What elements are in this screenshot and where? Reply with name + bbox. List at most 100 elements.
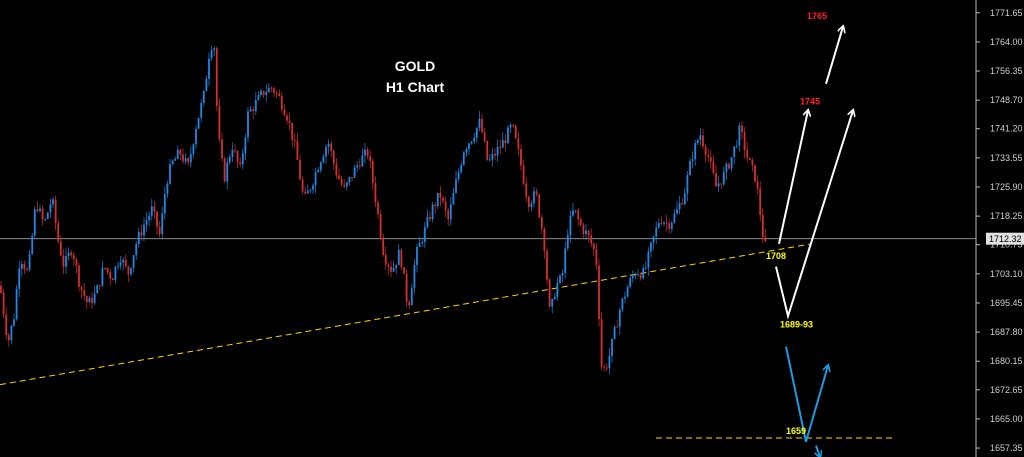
current-price-label: 1712.32 [989,234,1022,244]
candle-body [390,266,392,272]
candle-body [140,232,143,236]
candle-bull [93,286,96,306]
candle-body [236,151,239,163]
candle-bull [611,338,613,363]
candle-bear [660,215,663,226]
candle-body [738,125,741,146]
candle-body [663,222,665,224]
candle-bear [293,133,296,148]
candle-body [592,243,595,250]
candle-body [686,175,689,194]
price-tick-label: 1672.65 [990,385,1023,395]
candle-bull [353,164,356,179]
candle-body [309,189,312,191]
candle-bear [104,267,106,271]
candle-bear [429,211,431,222]
candle-body [655,227,658,237]
candle-bull [174,156,177,161]
candle-bear [153,201,156,219]
candle-bull [421,239,424,248]
candle-body [213,48,216,50]
candle-body [746,150,749,158]
price-tick-label: 1695.45 [990,298,1023,308]
candle-bear [587,229,590,243]
candle-body [358,165,361,167]
candle-bear [252,106,255,119]
candle-bear [273,86,275,98]
candle-bull [683,187,686,206]
candle-body [754,165,756,182]
candle-bull [634,272,637,280]
candle-bull [309,188,312,194]
candle-bear [387,262,390,275]
candle-body [741,125,743,133]
candle-bear [527,195,530,213]
candle-body [41,208,44,220]
candle-body [275,92,278,94]
candle-bear [338,168,340,180]
candle-body [452,192,455,205]
candle-body [351,177,353,179]
candle-body [585,230,587,234]
candle-bull [426,209,429,229]
candle-bear [543,226,546,259]
candle-body [93,293,96,304]
candle-bull [317,167,320,173]
candle-body [293,140,296,142]
candle-bull [452,187,455,205]
scenario-extension-arrow [825,27,843,85]
candle-bear [106,267,109,275]
candle-bear [605,363,608,372]
price-tick-label: 1687.80 [990,327,1023,337]
price-axis: 1771.65 1764.00 1756.35 1748.70 1741.20 1733.… [975,0,1023,457]
candle-body [509,124,512,128]
candle-bear [270,86,273,93]
candle-body [166,183,169,195]
candle-body [611,338,613,356]
candle-body [460,164,463,173]
candle-body [80,286,83,291]
candle-bull [618,307,621,335]
candle-bear [439,185,442,207]
candle-bull [20,260,23,277]
candle-bear [80,286,83,299]
candle-body [598,265,600,320]
candle-body [330,143,333,151]
candle-bear [525,176,528,203]
candle-body [421,241,424,243]
candle-body [345,182,348,187]
candle-bear [746,142,749,163]
candle-bear [748,157,751,161]
candle-bull [694,139,697,166]
price-tick-label: 1703.10 [990,269,1023,279]
candle-body [241,153,244,165]
candle-body [223,158,226,182]
candle-bull [725,161,728,180]
candle-body [288,120,291,123]
candle-body [267,87,270,93]
candle-body [520,148,522,166]
candle-body [694,143,697,160]
candle-body [119,262,122,266]
candle-bull [699,127,702,146]
candle-bull [642,264,645,280]
candle-bull [163,186,166,220]
candle-body [148,215,151,221]
candle-body [689,161,691,176]
candle-bear [332,148,335,170]
candle-body [696,140,699,144]
candle-bear [546,247,548,286]
candle-body [416,246,418,266]
candle-body [218,105,221,140]
candle-body [579,219,582,225]
candle-bull [197,117,200,130]
candle-body [343,184,346,187]
candle-body [525,183,528,197]
candle-bull [52,196,54,209]
candle-bull [491,147,494,167]
candle-bull [738,122,741,152]
candle-body [564,248,567,273]
candle-body [317,170,320,173]
candle-body [98,285,101,287]
candle-body [273,88,275,93]
